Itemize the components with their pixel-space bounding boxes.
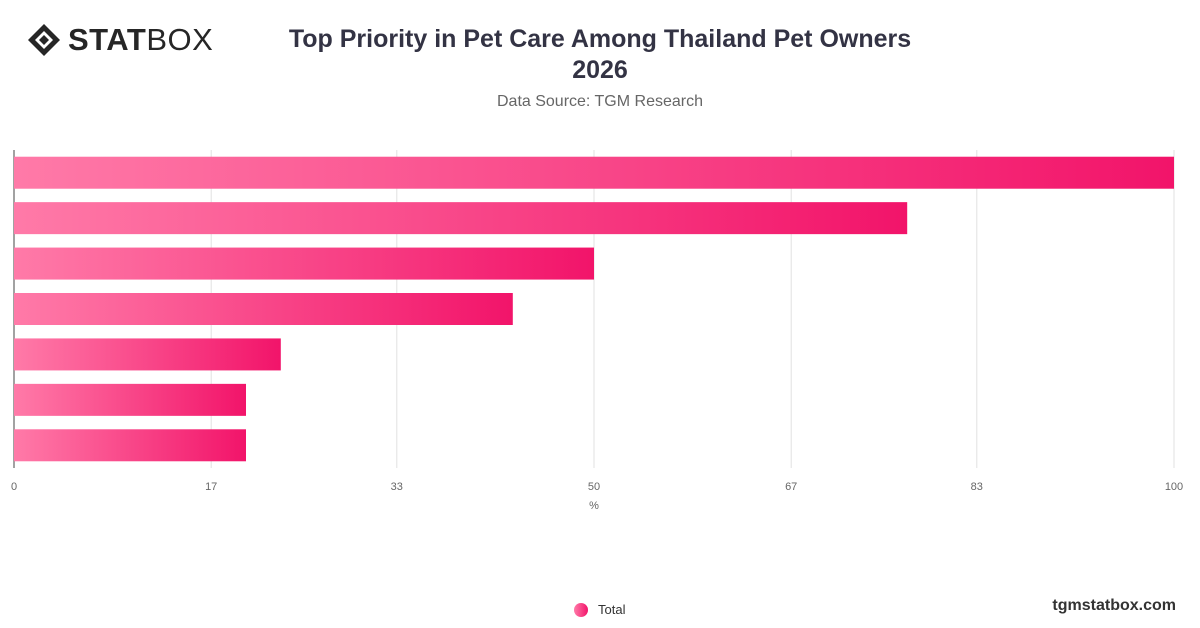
chart-title: Top Priority in Pet Care Among Thailand … bbox=[250, 24, 950, 86]
legend-marker bbox=[574, 602, 588, 617]
x-tick-label: 100 bbox=[1165, 481, 1183, 493]
x-tick-label: 33 bbox=[391, 481, 403, 493]
chart-title-line-1: Top Priority in Pet Care Among Thailand … bbox=[288, 25, 912, 53]
x-tick-label: 67 bbox=[785, 481, 797, 493]
bar[interactable] bbox=[14, 429, 246, 462]
bar[interactable] bbox=[14, 202, 908, 235]
x-tick-label: 83 bbox=[971, 481, 983, 493]
x-tick-label: 50 bbox=[588, 481, 600, 493]
diamond-logo-icon bbox=[28, 24, 60, 56]
x-tick-label: 17 bbox=[205, 481, 217, 493]
legend-label-total: Total bbox=[598, 602, 626, 617]
data-source: Data Source: TGM Research bbox=[496, 93, 703, 110]
bar[interactable] bbox=[14, 156, 1174, 189]
x-tick-label: 0 bbox=[11, 481, 17, 493]
logo-text: STATBOX bbox=[68, 22, 214, 57]
site-url: tgmstatbox.com bbox=[1052, 597, 1176, 614]
bar[interactable] bbox=[14, 247, 594, 280]
legend[interactable]: Total bbox=[574, 602, 625, 617]
bar[interactable] bbox=[14, 383, 246, 416]
statbox-logo: STATBOX bbox=[26, 22, 213, 58]
bar[interactable] bbox=[14, 293, 513, 325]
bars bbox=[14, 156, 1174, 462]
chart-title-line-2: 2026 bbox=[572, 56, 628, 84]
x-axis-ticks: 0 17 33 50 67 83 100 bbox=[11, 481, 1183, 493]
x-axis-label: % bbox=[589, 500, 599, 512]
bar[interactable] bbox=[14, 338, 281, 371]
